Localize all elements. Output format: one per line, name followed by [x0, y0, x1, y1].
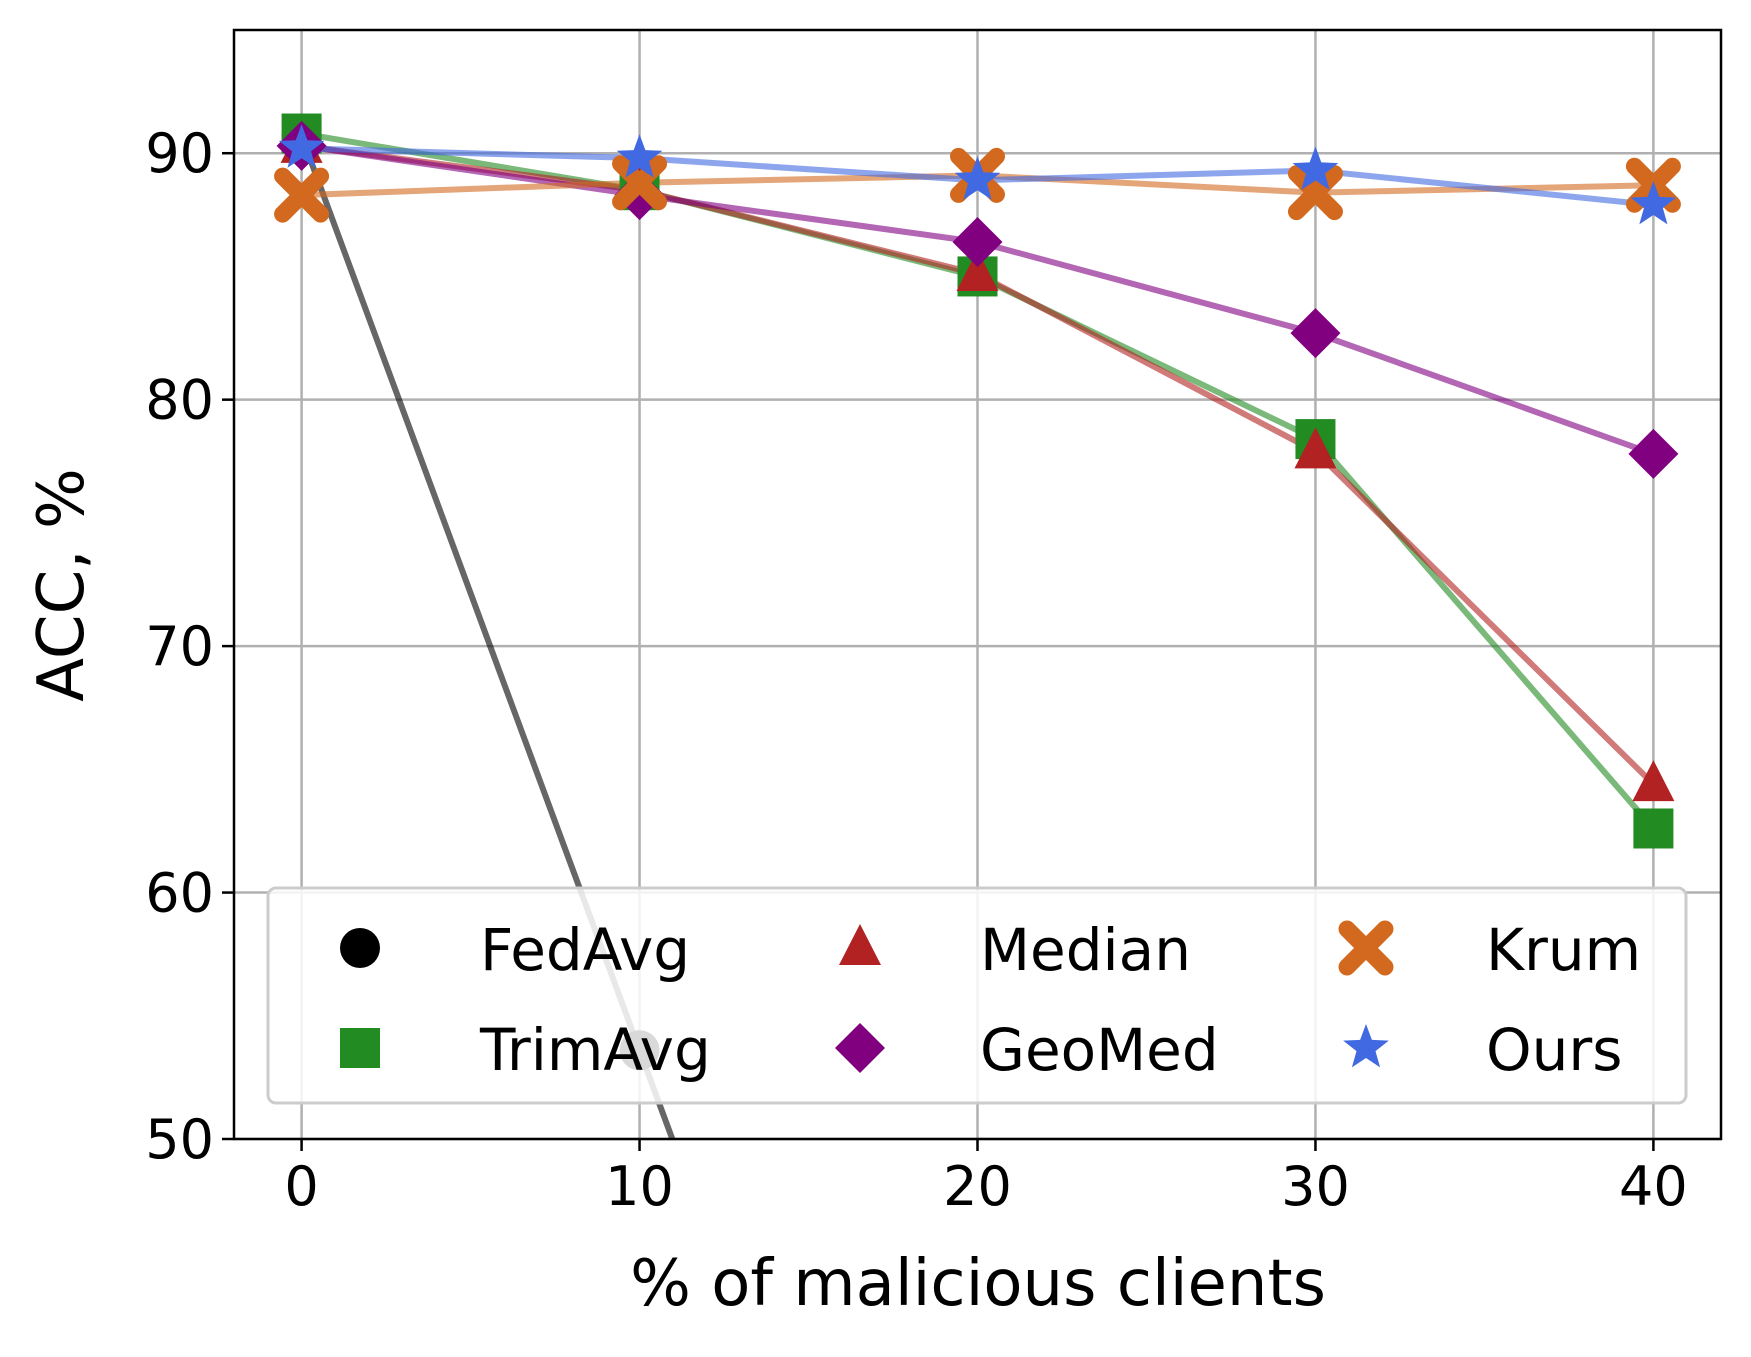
legend-label-fedavg: FedAvg: [480, 916, 690, 984]
legend-label-krum: Krum: [1486, 916, 1641, 984]
x-tick-label: 10: [605, 1155, 674, 1218]
y-tick-label: 50: [145, 1108, 214, 1171]
ticks: 0 10 20 30 40 50 60 70 80 90: [145, 122, 1687, 1218]
data-point-median: [1632, 760, 1675, 802]
x-tick-label: 20: [943, 1155, 1012, 1218]
legend-marker-median: [839, 924, 881, 965]
y-tick-label: 70: [145, 615, 214, 678]
data-point-krum: [612, 155, 668, 211]
legend-marker-fedavg: [340, 928, 380, 968]
x-tick-label: 30: [1281, 1155, 1350, 1218]
y-tick-label: 80: [145, 369, 214, 432]
data-point-geomed: [614, 170, 665, 221]
data-point-ours: [1630, 181, 1677, 225]
data-point-ours: [616, 134, 663, 178]
data-point-trimavg: [1633, 808, 1674, 849]
data-point-krum: [1287, 165, 1343, 221]
legend-label-ours: Ours: [1486, 1016, 1622, 1084]
x-axis-label: % of malicious clients: [630, 1247, 1326, 1321]
data-point-geomed: [1290, 308, 1341, 359]
legend-label-trimavg: TrimAvg: [479, 1016, 711, 1084]
data-point-ours: [954, 156, 1001, 200]
y-tick-label: 90: [145, 122, 214, 185]
data-point-krum: [274, 167, 330, 223]
x-tick-label: 0: [284, 1155, 318, 1218]
y-axis-label: ACC, %: [25, 468, 99, 702]
data-point-median: [956, 249, 999, 291]
x-tick-label: 40: [1619, 1155, 1688, 1218]
data-point-median: [1294, 427, 1337, 469]
y-tick-label: 60: [145, 862, 214, 925]
legend-box: [266, 886, 1688, 1105]
legend-marker-geomed: [835, 1023, 885, 1073]
legend-label-median: Median: [980, 916, 1191, 984]
data-point-ours: [1292, 146, 1339, 190]
data-point-ours: [278, 124, 325, 168]
legend-marker-ours: [1343, 1024, 1389, 1068]
data-point-geomed: [952, 216, 1003, 267]
legend-label-geomed: GeoMed: [980, 1016, 1219, 1084]
legend-marker-trimavg: [340, 1028, 380, 1068]
data-point-geomed: [1628, 428, 1679, 479]
legend: FedAvg TrimAvg Median GeoMed Krum Ours: [266, 886, 1688, 1105]
legend-marker-krum: [1338, 920, 1394, 976]
